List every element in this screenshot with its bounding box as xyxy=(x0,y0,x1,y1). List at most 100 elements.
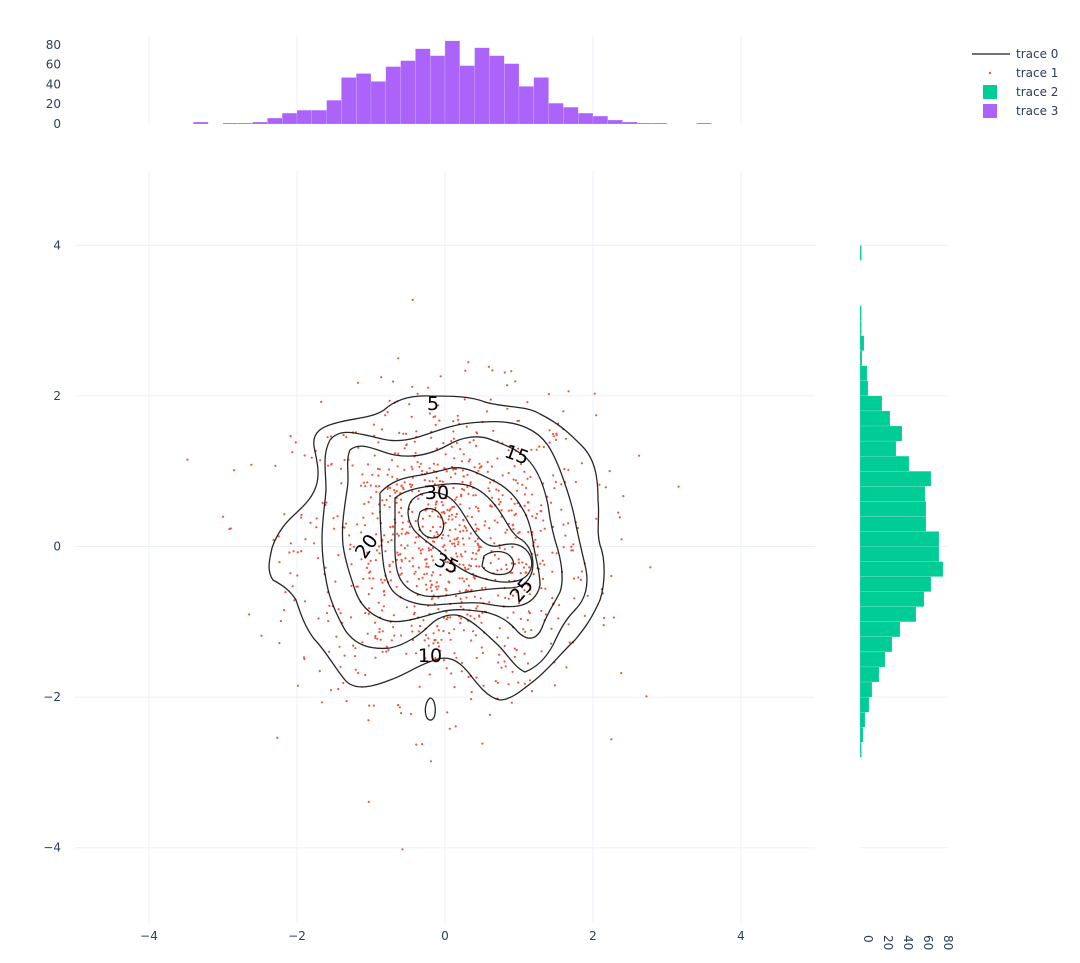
scatter-point xyxy=(408,525,411,529)
scatter-point xyxy=(366,481,369,484)
scatter-point xyxy=(430,583,433,586)
scatter-point xyxy=(563,467,566,471)
scatter-point xyxy=(390,639,393,642)
scatter-point xyxy=(620,671,623,675)
scatter-point xyxy=(395,501,398,504)
scatter-point xyxy=(497,557,500,560)
top-hist-bar xyxy=(400,60,416,125)
scatter-point xyxy=(446,711,449,714)
scatter-point xyxy=(288,551,291,554)
scatter-point xyxy=(513,465,516,468)
contour-label: 10 xyxy=(418,645,442,667)
scatter-point xyxy=(411,510,414,513)
scatter-point xyxy=(510,562,513,565)
contour-level-5 xyxy=(268,395,605,701)
right-hist-bar xyxy=(859,742,862,758)
scatter-point xyxy=(303,454,306,457)
scatter-point xyxy=(562,546,565,549)
scatter-point xyxy=(283,513,286,516)
scatter-point xyxy=(362,577,365,580)
scatter-point xyxy=(457,418,460,422)
scatter-point xyxy=(414,541,417,544)
scatter-point xyxy=(464,550,467,553)
scatter-point xyxy=(387,649,390,652)
scatter-point xyxy=(444,549,447,552)
scatter-point xyxy=(507,449,510,452)
scatter-point xyxy=(511,545,514,549)
scatter-point xyxy=(500,666,503,669)
scatter-point xyxy=(410,465,413,468)
legend-item-trace-1[interactable]: trace 1 xyxy=(988,66,1059,80)
scatter-point xyxy=(429,760,433,763)
contour-label: 35 xyxy=(431,549,462,579)
scatter-point xyxy=(427,547,430,550)
scatter-point xyxy=(402,486,405,489)
scatter-point xyxy=(454,725,457,728)
scatter-point xyxy=(452,430,455,433)
scatter-point xyxy=(459,597,462,601)
right-hist-bar xyxy=(859,471,932,487)
scatter-point xyxy=(525,571,528,574)
scatter-point xyxy=(326,436,329,439)
legend-item-trace-2[interactable]: trace 2 xyxy=(983,85,1058,99)
scatter-point xyxy=(542,519,545,522)
scatter-point xyxy=(448,509,451,512)
scatter-point xyxy=(411,490,414,493)
top-hist-bar xyxy=(533,77,549,125)
right-hist-bar xyxy=(859,486,926,502)
scatter-point xyxy=(455,552,458,555)
scatter-point xyxy=(460,670,463,673)
scatter-point xyxy=(507,509,510,512)
legend-item-trace-0[interactable]: trace 0 xyxy=(972,47,1058,61)
scatter-point xyxy=(405,652,408,655)
legend-item-trace-3[interactable]: trace 3 xyxy=(983,104,1058,118)
scatter-point xyxy=(376,517,379,520)
scatter-point xyxy=(484,586,487,589)
scatter-point xyxy=(554,438,558,441)
top-hist-bar xyxy=(518,86,534,125)
scatter-point xyxy=(444,453,447,456)
scatter-point xyxy=(438,419,441,422)
scatter-point xyxy=(441,480,444,483)
right-hist-bar xyxy=(859,621,901,638)
scatter-point xyxy=(400,514,403,518)
top-hist-bar xyxy=(607,119,623,125)
scatter-point xyxy=(474,494,477,497)
scatter-point xyxy=(492,429,495,432)
scatter-point xyxy=(535,512,539,515)
y-tick-label: 4 xyxy=(53,238,61,252)
scatter-point xyxy=(506,616,509,619)
scatter-point xyxy=(552,432,555,436)
scatter-point xyxy=(505,528,509,531)
top-hist-bar xyxy=(296,109,312,125)
scatter-point xyxy=(435,501,438,504)
scatter-point xyxy=(477,507,480,510)
scatter-point xyxy=(610,574,613,578)
top-hist-bar xyxy=(356,73,372,125)
scatter-point xyxy=(579,578,582,582)
scatter-point xyxy=(440,501,443,504)
scatter-point xyxy=(527,509,530,512)
scatter-point xyxy=(356,381,360,384)
scatter-point xyxy=(436,588,439,591)
scatter-point xyxy=(460,617,463,620)
scatter-point xyxy=(453,542,456,545)
scatter-point xyxy=(580,570,584,573)
scatter-point xyxy=(541,559,544,562)
top-hist-bar xyxy=(563,107,579,125)
scatter-point xyxy=(408,403,411,406)
scatter-point xyxy=(328,650,331,653)
scatter-point xyxy=(513,514,516,517)
scatter-point xyxy=(458,577,461,580)
scatter-point xyxy=(393,488,396,492)
top-hist-bar xyxy=(282,112,298,125)
scatter-point xyxy=(437,629,440,632)
scatter-point xyxy=(520,462,523,466)
scatter-point xyxy=(574,481,578,484)
y-tick-label: 0 xyxy=(53,540,61,554)
scatter-point xyxy=(467,361,470,364)
scatter-point xyxy=(539,510,542,513)
scatter-point xyxy=(392,380,395,383)
scatter-point xyxy=(466,613,469,616)
scatter-point xyxy=(513,562,517,566)
